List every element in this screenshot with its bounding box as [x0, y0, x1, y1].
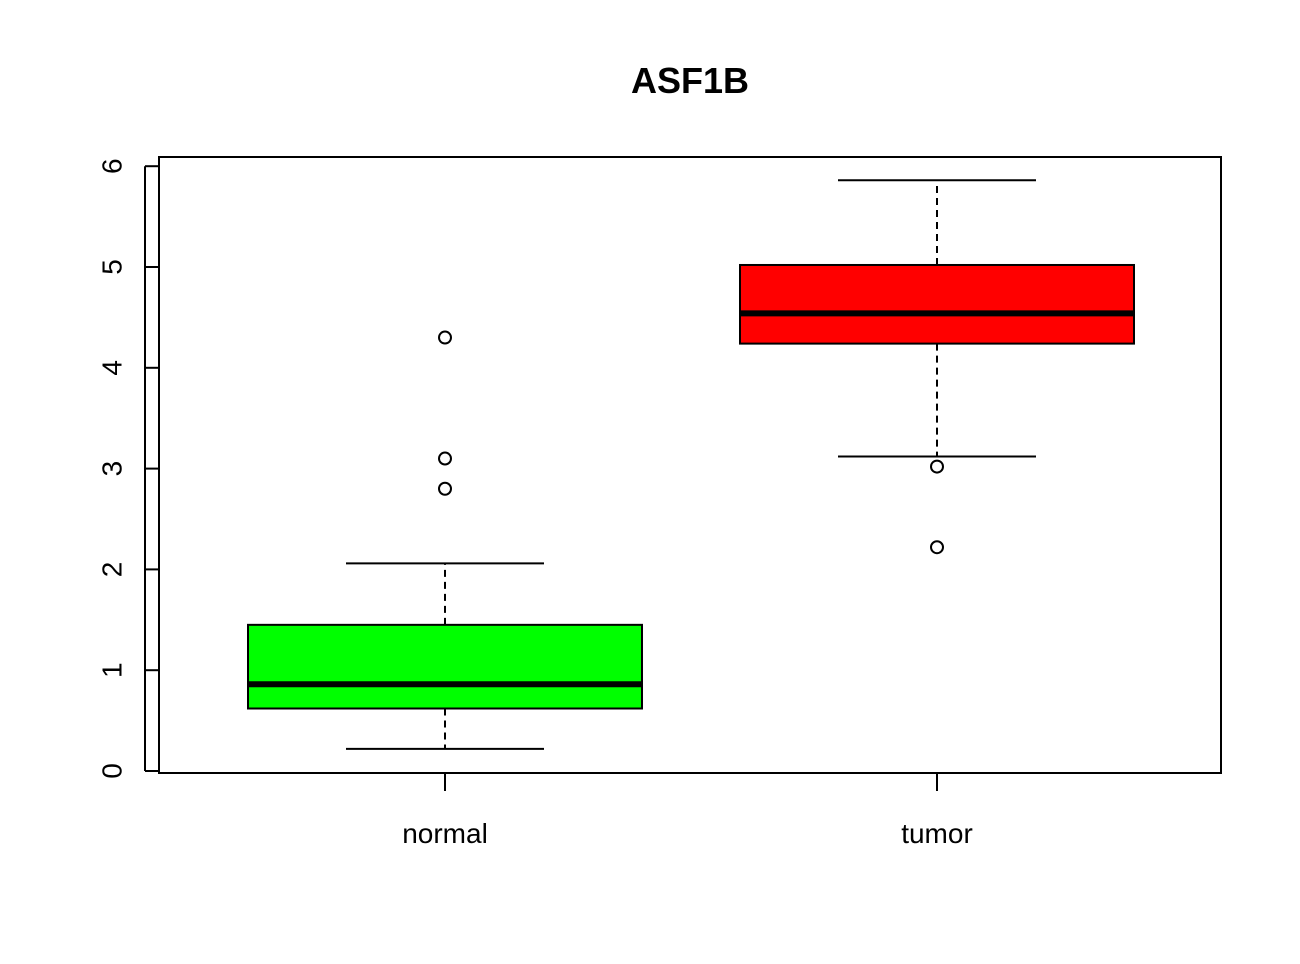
y-tick-label: 0: [97, 763, 128, 779]
plot-frame: [158, 156, 1222, 774]
iqr-box: [247, 623, 643, 710]
x-tick-label: tumor: [901, 818, 973, 849]
outlier-point: [930, 540, 944, 555]
outlier-point: [438, 481, 452, 496]
chart-title: ASF1B: [631, 60, 749, 101]
y-tick-label: 1: [97, 662, 128, 678]
outlier-point: [438, 451, 452, 466]
y-tick-label: 3: [97, 461, 128, 477]
x-tick-label: normal: [402, 818, 488, 849]
x-axis: normal tumor: [402, 773, 973, 849]
outlier-point: [438, 330, 452, 345]
box-normal: [247, 330, 643, 750]
y-tick-label: 6: [97, 158, 128, 174]
iqr-box: [739, 263, 1135, 345]
y-tick-label: 5: [97, 259, 128, 275]
y-tick-label: 4: [97, 360, 128, 376]
outlier-point: [930, 459, 944, 474]
y-axis: 0 1 2 3 4 5 6: [97, 158, 159, 779]
box-tumor: [739, 179, 1135, 555]
boxes-group: [247, 179, 1135, 750]
y-tick-label: 2: [97, 562, 128, 578]
